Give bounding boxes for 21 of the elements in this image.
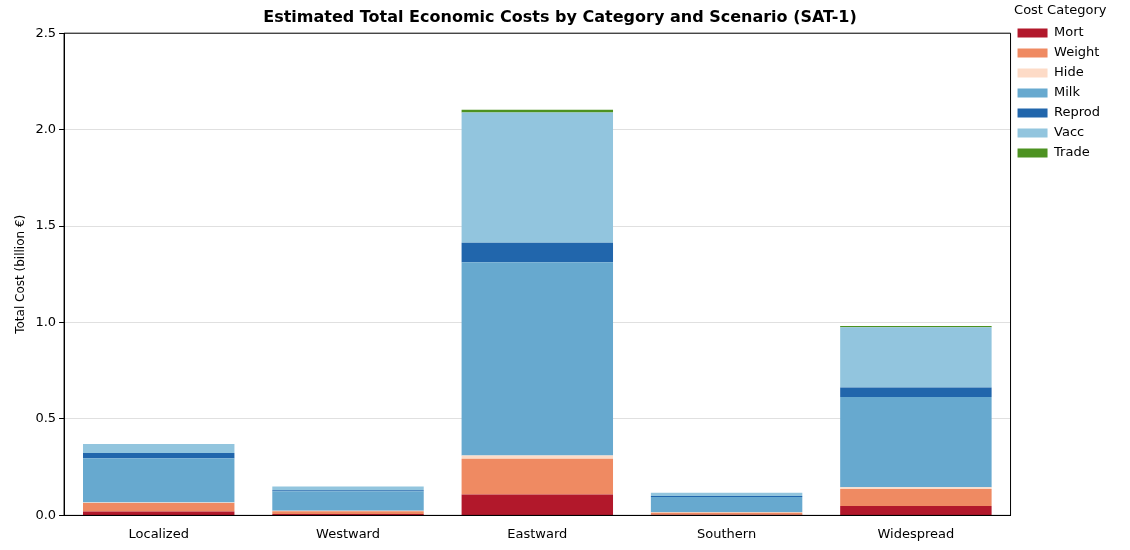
legend-label: Hide [1054,64,1084,80]
legend-label: Weight [1054,44,1100,60]
legend-label: Vacc [1054,124,1085,140]
y-tick-label: 0.5 [35,410,57,426]
x-tick-label: Eastward [507,525,568,541]
y-tick-label: 2.5 [35,24,57,40]
legend-title: Cost Category [1014,1,1107,17]
y-tick-label: 2.0 [35,121,57,137]
y-tick-label: 0.0 [35,506,57,522]
chart-title: Estimated Total Economic Costs by Category and Scenario (SAT-1) [263,6,857,26]
y-tick-label: 1.5 [35,217,57,233]
legend-label: Mort [1054,24,1084,40]
x-tick-label: Widespread [877,525,955,541]
y-axis-title: Total Cost (billion €) [13,214,28,335]
y-tick-label: 1.0 [35,313,57,329]
x-tick-label: Southern [697,525,757,541]
legend-label: Trade [1053,144,1090,160]
x-tick-label: Westward [316,525,380,541]
legend-label: Milk [1054,84,1081,100]
x-tick-label: Localized [128,525,189,541]
legend-label: Reprod [1054,104,1101,120]
